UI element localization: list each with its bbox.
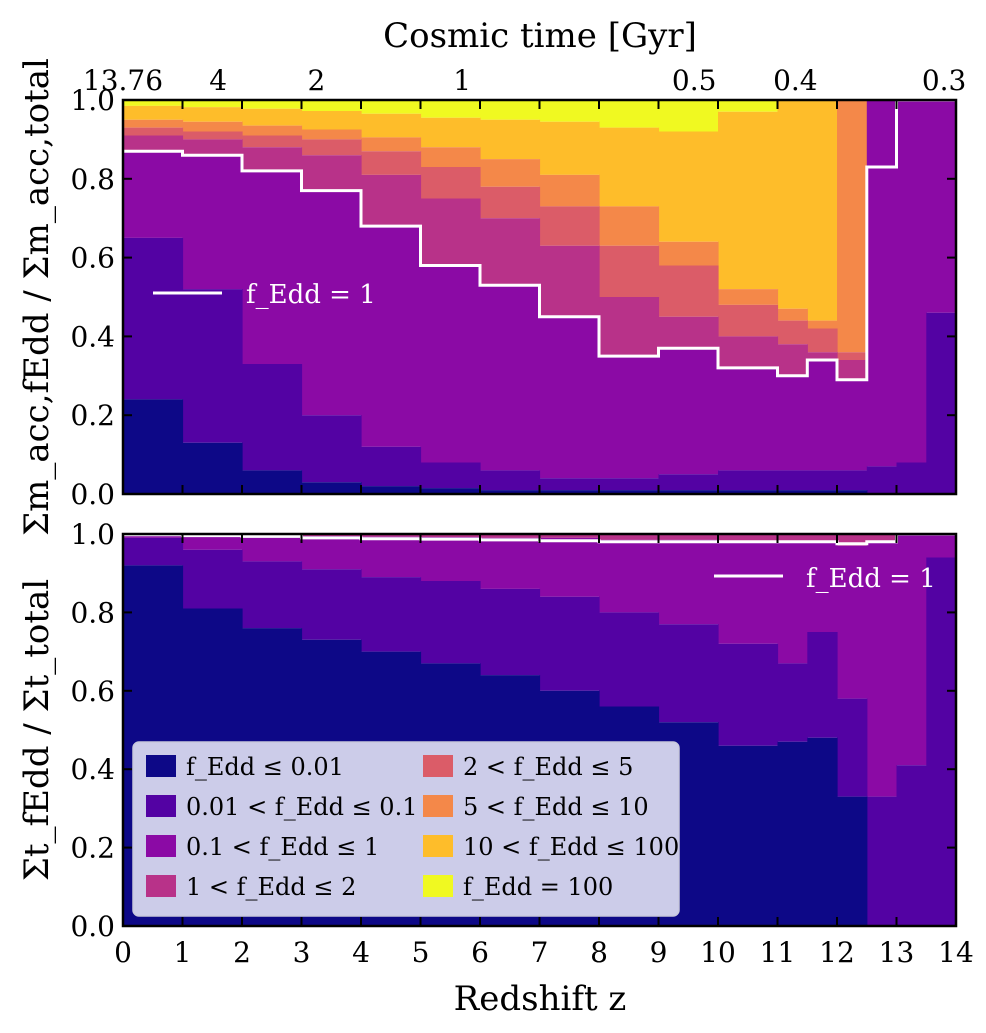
xtick-label-10: 10	[700, 936, 736, 969]
time-ytick-label-2: 0.4	[70, 753, 115, 786]
time-area-3	[123, 534, 957, 546]
time-area-1	[123, 537, 957, 926]
panel-mass: 0.0 0.2 0.4 0.6 0.8 1.0 f_Edd = 1 Σm_acc,fEdd…	[17, 58, 958, 536]
mass-area-6	[123, 100, 957, 321]
top-tick-label-3: 1	[453, 64, 471, 97]
legend-label-5: 5 < f_Edd ≤ 10	[463, 793, 649, 821]
legend-swatch-6	[423, 835, 453, 857]
time-ytick-label-0: 0.0	[70, 910, 115, 943]
mass-area-3	[123, 100, 957, 380]
legend-label-4: 2 < f_Edd ≤ 5	[463, 753, 633, 781]
legend-swatch-1	[146, 795, 176, 817]
xtick-label-11: 11	[760, 936, 796, 969]
legend-label-7: f_Edd = 100	[463, 873, 613, 901]
xtick-label-12: 12	[819, 936, 855, 969]
mass-area-1	[123, 237, 957, 494]
xtick-label-4: 4	[352, 936, 370, 969]
mass-axis-ticks: 0.0 0.2 0.4 0.6 0.8 1.0	[70, 84, 957, 511]
legend-label-6: 10 < f_Edd ≤ 100	[463, 833, 679, 861]
x-tick-labels: 0 1 2 3 4 5 6 7 8 9 10 11 12 13 14	[114, 936, 974, 969]
time-axis-ticks: 0.0 0.2 0.4 0.6 0.8 1.0	[70, 518, 957, 943]
mass-ytick-label-1: 0.2	[70, 399, 115, 432]
mass-ytick-label-0: 0.0	[70, 478, 115, 511]
top-tick-label-0: 13.76	[83, 64, 163, 97]
mass-ylabel: Σm_acc,fEdd / Σm_acc,total	[17, 58, 57, 536]
mass-ytick-label-4: 0.8	[70, 163, 115, 196]
time-ylabel: Σt_fEdd / Σt_total	[17, 579, 57, 881]
xtick-label-2: 2	[233, 936, 251, 969]
legend-swatch-4	[423, 755, 453, 777]
mass-ytick-label-3: 0.6	[70, 242, 115, 275]
legend-swatch-0	[146, 755, 176, 777]
xtick-label-9: 9	[650, 936, 668, 969]
x-axis-title: Redshift z	[454, 979, 627, 1019]
xtick-label-13: 13	[879, 936, 915, 969]
top-axis-ticks: 13.76 4 2 1 0.5 0.4 0.3	[83, 64, 966, 97]
legend-swatch-5	[423, 795, 453, 817]
legend-label-2: 0.1 < f_Edd ≤ 1	[186, 833, 379, 861]
xtick-label-0: 0	[114, 936, 132, 969]
legend-swatch-2	[146, 835, 176, 857]
time-ytick-label-4: 0.8	[70, 596, 115, 629]
xtick-label-1: 1	[174, 936, 192, 969]
time-ytick-label-1: 0.2	[70, 832, 115, 865]
xtick-label-8: 8	[590, 936, 608, 969]
mass-line-legend-label: f_Edd = 1	[246, 280, 376, 310]
category-legend: f_Edd ≤ 0.01 0.01 < f_Edd ≤ 0.1 0.1 < f_Ed…	[132, 741, 680, 917]
top-tick-label-6: 0.3	[922, 64, 967, 97]
legend-label-3: 1 < f_Edd ≤ 2	[186, 873, 356, 901]
legend-swatch-3	[146, 875, 176, 897]
legend-label-1: 0.01 < f_Edd ≤ 0.1	[186, 793, 417, 821]
legend-box	[132, 741, 680, 917]
time-ytick-label-5: 1.0	[70, 518, 115, 551]
legend-label-0: f_Edd ≤ 0.01	[186, 753, 344, 781]
mass-area-7	[123, 100, 957, 132]
panel-time: 0.0 0.2 0.4 0.6 0.8 1.0 f_Edd = 1 Σt_fEdd / Σ…	[17, 518, 958, 943]
xtick-label-7: 7	[531, 936, 549, 969]
top-tick-label-1: 4	[209, 64, 227, 97]
mass-area-0	[123, 399, 957, 494]
time-line-legend-label: f_Edd = 1	[806, 564, 936, 594]
top-axis-title: Cosmic time [Gyr]	[383, 16, 697, 56]
xtick-label-14: 14	[938, 936, 974, 969]
xtick-label-6: 6	[471, 936, 489, 969]
top-tick-label-5: 0.4	[773, 64, 818, 97]
mass-ytick-label-2: 0.4	[70, 320, 115, 353]
mass-fedd1-line	[123, 98, 956, 382]
time-ytick-label-3: 0.6	[70, 675, 115, 708]
legend-swatch-7	[423, 875, 453, 897]
top-tick-label-2: 2	[307, 64, 325, 97]
mass-area-5	[123, 100, 957, 353]
mass-ytick-label-5: 1.0	[70, 84, 115, 117]
xtick-label-5: 5	[412, 936, 430, 969]
xtick-label-3: 3	[293, 936, 311, 969]
top-tick-label-4: 0.5	[672, 64, 717, 97]
time-area-2	[123, 534, 957, 797]
